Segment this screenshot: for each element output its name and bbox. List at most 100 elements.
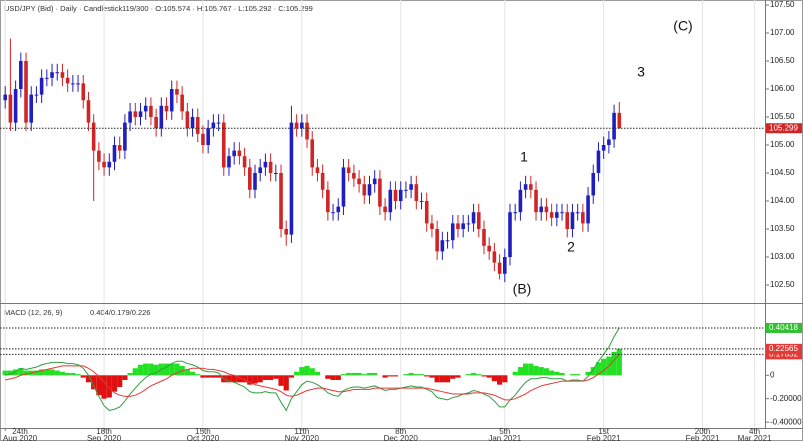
candle-body [544,206,549,213]
candle-body [60,72,65,78]
histogram-bar [408,372,414,376]
candle-body [549,212,554,218]
chart-title: USD/JPY (Bid) · Daily · Candlestick [4,4,122,13]
histogram-bar [189,371,196,376]
histogram-bar [49,369,55,376]
histogram-bar [106,375,112,398]
last-value-box [766,343,802,354]
chart-subtitle: 119/300 · O:105.574 · H:105.767 · L:105.… [122,4,313,13]
y-tick-label: 105.50 [770,112,795,121]
histogram-bar [304,365,310,376]
candle-body [274,173,278,174]
candle-body [97,150,101,162]
macd-subtitle: 0.404/0.179/0.226 [90,308,150,317]
x-tick-label: 18th Sep 2020 [86,427,122,441]
histogram-bar [117,375,123,387]
x-tick-label: 1st Feb 2021 [586,427,621,441]
x-tick-label: 20th Feb 2021 [685,427,720,441]
candle-body [362,184,367,196]
histogram-bar [528,363,534,376]
histogram-bar [96,375,102,396]
candle-body [581,212,585,224]
candle-body [112,145,117,162]
histogram-bar [543,368,550,376]
annotation: 1 [520,149,528,165]
histogram-bar [137,364,144,376]
candle-body [430,223,434,229]
candle-body [388,189,393,213]
candle-body [143,105,148,112]
candle-body [440,240,445,252]
histogram-bar [554,371,560,376]
candle-body [555,212,559,218]
candle-body [419,201,424,202]
histogram-bar [450,375,456,379]
candle-body [164,105,169,112]
histogram-bar [262,375,269,380]
histogram-bar [335,375,341,380]
histogram-bar [18,368,24,376]
histogram-bar [569,374,576,376]
candle-body [476,212,481,229]
candle-body [45,77,49,79]
candle-body [502,257,507,274]
y-tick-label: 106.00 [770,84,795,93]
y-tick-label: 103.50 [770,224,795,233]
histogram-bar [210,375,216,378]
candle-body [221,122,226,168]
candle-body [450,223,455,241]
histogram-bar [85,375,92,383]
candle-body [529,184,533,190]
histogram-bar [590,367,596,376]
candle-body [258,167,263,173]
histogram-bar [434,375,440,383]
histogram-bar [278,375,284,386]
histogram-bar [23,370,29,376]
y-tick-label: -0.20000 [770,394,802,403]
candle-body [216,122,221,124]
last-value-label: 0.40418 [769,323,798,332]
candle-body [185,111,190,129]
macd-line [5,327,620,412]
histogram-bar [283,375,289,391]
candle-body [3,94,8,101]
candle-body [409,184,413,190]
histogram-bar [163,363,170,376]
histogram-bar [257,375,263,383]
candle-body [435,229,439,252]
candle-body [586,195,590,224]
candle-body [383,206,387,213]
candle-body [81,83,86,101]
candle-body [513,212,518,214]
candle-body [19,61,23,89]
histogram-bar [70,372,76,376]
histogram-bar [184,369,190,376]
candle-body [34,94,39,96]
candle-body [424,201,429,224]
histogram-bar [288,375,295,378]
histogram-bar [413,374,419,376]
candle-body [71,83,75,85]
histogram-bar [476,374,482,376]
histogram-bar [361,374,367,376]
histogram-bar [392,375,399,377]
candle-body [195,117,200,134]
candle-body [232,150,236,157]
histogram-bar [486,375,492,378]
histogram-bar [429,375,435,378]
histogram-bar [351,372,357,376]
histogram-bar [340,374,347,376]
candle-body [237,150,242,157]
last-price-label: 105.299 [769,123,798,132]
candle-body [398,189,403,201]
y-tick-label: 107.00 [770,28,795,37]
candle-body [117,145,122,151]
histogram-bar [314,371,321,376]
x-tick-label: 15th Oct 2020 [186,427,220,441]
candle-body [461,223,465,229]
candle-body [445,240,450,242]
candle-body [570,212,575,229]
candle-body [289,122,294,235]
candle-body [300,122,304,129]
